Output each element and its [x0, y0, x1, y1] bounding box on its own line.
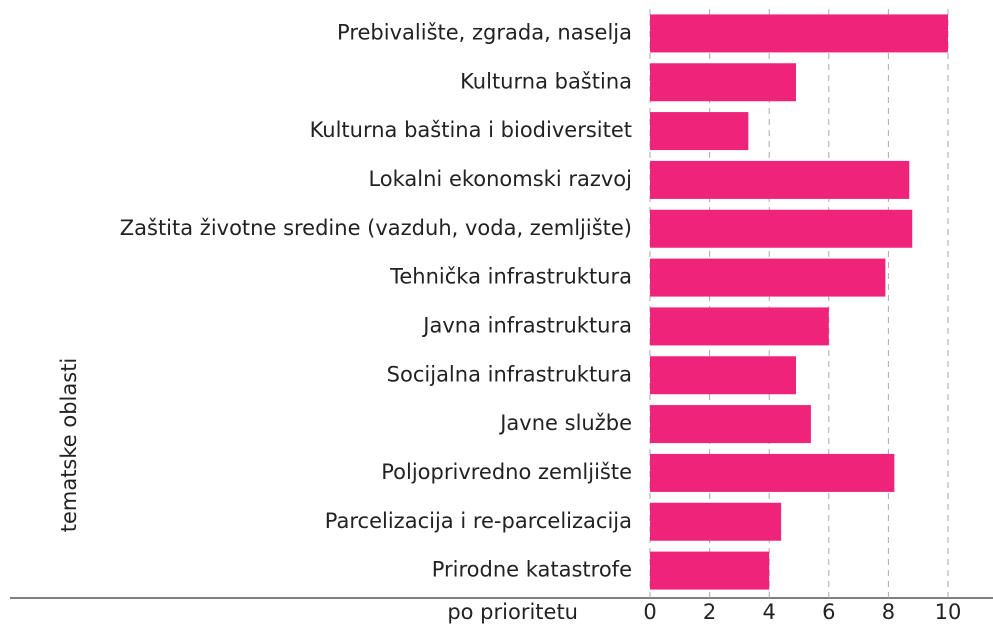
bar	[650, 112, 749, 151]
bar	[650, 551, 770, 590]
y-tick-label: Zaštita životne sredine (vazduh, voda, z…	[120, 216, 632, 240]
x-tick-label: 0	[643, 600, 656, 624]
bar	[650, 14, 948, 53]
bar	[650, 258, 886, 297]
y-tick-label: Prirodne katastrofe	[432, 558, 632, 582]
x-tick-label: 10	[935, 600, 962, 624]
y-tick-label: Parcelizacija i re-parcelizacija	[325, 509, 632, 533]
y-tick-label: Poljoprivredno zemljište	[381, 460, 632, 484]
y-axis-label: tematske oblasti	[57, 358, 81, 533]
y-tick-label: Tehnička infrastruktura	[389, 265, 632, 289]
bar	[650, 405, 811, 444]
y-tick-label: Kulturna baština	[460, 69, 632, 93]
bar	[650, 160, 910, 199]
y-tick-label: Javna infrastruktura	[421, 313, 632, 337]
bar	[650, 209, 913, 248]
x-axis-label: po prioritetu	[447, 600, 578, 624]
x-tick-label: 6	[822, 600, 835, 624]
y-tick-label: Socijalna infrastruktura	[387, 362, 632, 386]
bar	[650, 502, 782, 541]
y-tick-label: Javne službe	[498, 411, 632, 435]
bar	[650, 307, 829, 346]
bar	[650, 453, 895, 492]
bar	[650, 356, 797, 395]
y-tick-label: Lokalni ekonomski razvoj	[368, 167, 632, 191]
x-tick-label: 8	[882, 600, 895, 624]
x-tick-label: 4	[763, 600, 776, 624]
bar	[650, 63, 797, 102]
y-tick-label: Kulturna baština i biodiversitet	[310, 118, 632, 142]
x-tick-label: 2	[703, 600, 716, 624]
y-tick-label: Prebivalište, zgrada, naselja	[337, 20, 632, 44]
